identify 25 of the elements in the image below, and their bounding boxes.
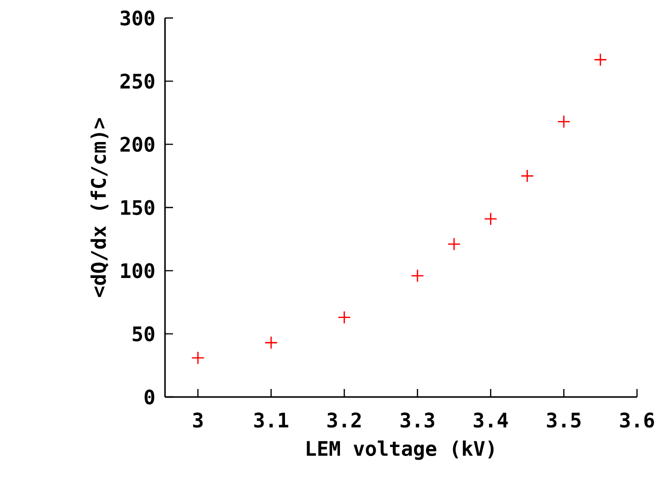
x-tick-label: 3.4 (474, 412, 508, 428)
x-tick-label: 3.2 (327, 412, 361, 428)
point (447, 237, 461, 251)
x-tick-label: 3.5 (546, 412, 581, 428)
y-axis-title: <dQ/dx (fC/cm)> (90, 118, 108, 297)
y-tick-label: 0 (144, 389, 154, 405)
point (264, 336, 278, 350)
x-tick-label: 3.1 (254, 412, 288, 428)
point (484, 212, 498, 226)
point (520, 169, 534, 183)
x-tick-label: 3.6 (620, 412, 654, 428)
y-tick-label: 200 (120, 136, 154, 152)
point (557, 114, 570, 128)
y-tick-label: 150 (121, 200, 154, 216)
y-tick-label: 300 (120, 10, 154, 26)
point (594, 53, 608, 66)
point (410, 269, 424, 282)
x-tick-label: 3 (193, 412, 203, 428)
x-axis-title: LEM voltage (kV) (306, 440, 494, 460)
x-tick-label: 3.3 (400, 412, 434, 428)
point (338, 310, 351, 324)
point (191, 351, 205, 364)
y-tick-label: 250 (120, 74, 154, 89)
y-tick-label: 50 (132, 326, 154, 342)
y-tick-label: 100 (121, 263, 154, 278)
